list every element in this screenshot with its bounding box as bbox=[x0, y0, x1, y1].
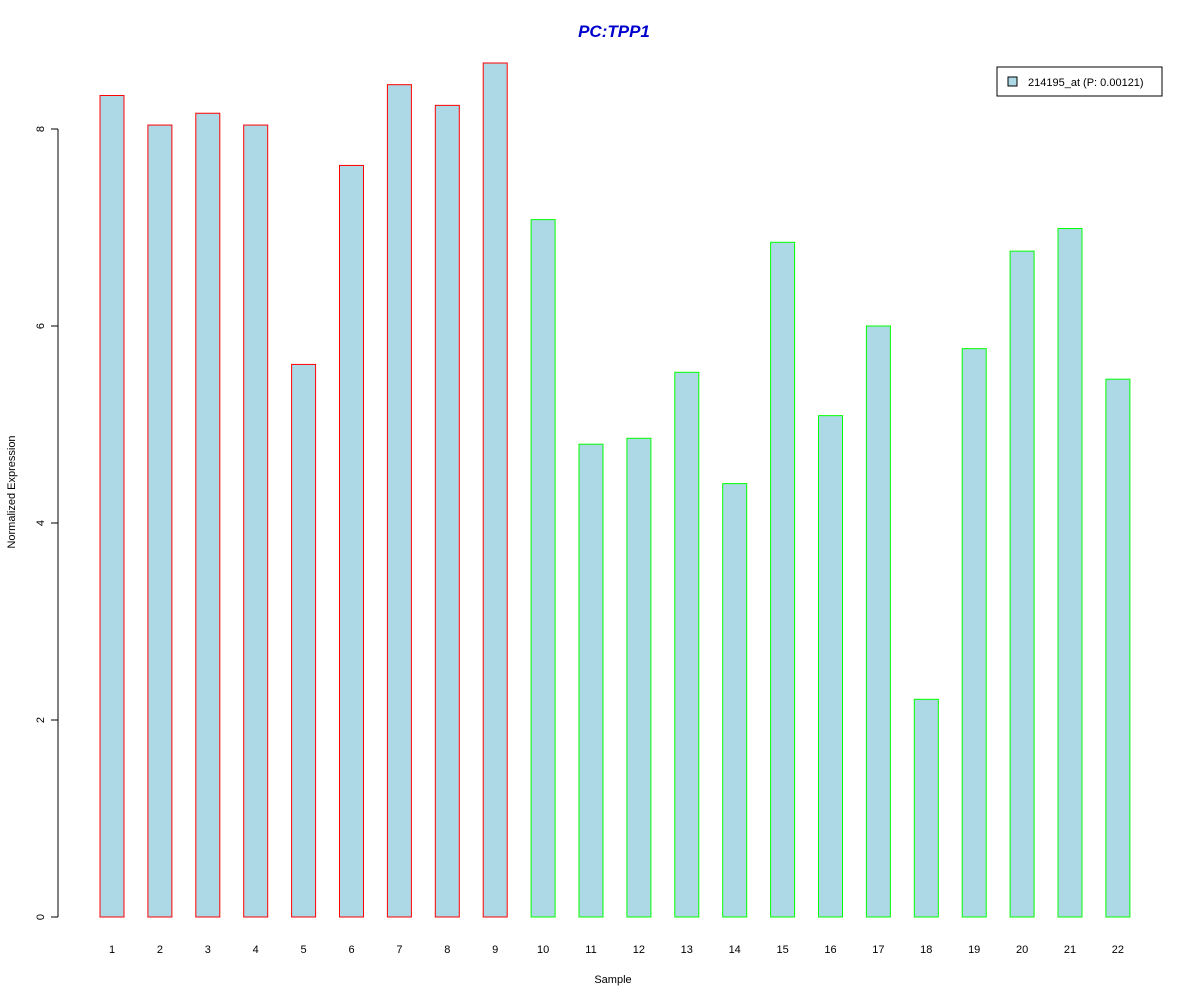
bar bbox=[1009, 250, 1035, 918]
y-axis: 0 2 4 6 8 bbox=[35, 126, 59, 920]
x-tick-label: 18 bbox=[920, 944, 932, 956]
x-tick-label: 7 bbox=[396, 944, 402, 956]
x-tick-label: 13 bbox=[681, 944, 693, 956]
x-tick-label: 14 bbox=[729, 944, 741, 956]
y-tick-label: 8 bbox=[35, 126, 47, 132]
bar bbox=[99, 95, 125, 918]
x-tick-label: 3 bbox=[205, 944, 211, 956]
bar bbox=[147, 124, 173, 918]
bar bbox=[913, 698, 939, 918]
bar bbox=[770, 241, 796, 918]
bar bbox=[386, 84, 412, 918]
x-tick-label: 8 bbox=[444, 944, 450, 956]
bar bbox=[961, 348, 987, 918]
bar bbox=[626, 437, 652, 918]
bar bbox=[818, 415, 843, 918]
bars-group bbox=[99, 62, 1131, 918]
x-tick-label: 15 bbox=[776, 944, 788, 956]
bar bbox=[1105, 378, 1131, 918]
bar bbox=[339, 164, 364, 918]
x-tick-labels: 1 2 3 4 5 6 7 8 9 10 11 12 13 14 15 16 17 18 19 20 21 22 bbox=[109, 944, 1124, 956]
bar bbox=[195, 112, 221, 918]
x-tick-label: 20 bbox=[1016, 944, 1028, 956]
x-tick-label: 9 bbox=[492, 944, 498, 956]
y-tick-label: 2 bbox=[35, 717, 47, 723]
x-tick-label: 11 bbox=[585, 944, 596, 956]
x-tick-label: 10 bbox=[537, 944, 549, 956]
legend-box bbox=[996, 66, 1163, 97]
legend: 214195_at (P: 0.00121) bbox=[996, 66, 1163, 97]
x-tick-label: 17 bbox=[872, 944, 884, 956]
x-tick-label: 4 bbox=[253, 944, 259, 956]
bar bbox=[722, 483, 748, 918]
x-tick-label: 12 bbox=[633, 944, 645, 956]
bar bbox=[865, 325, 891, 918]
bar bbox=[291, 363, 317, 918]
bar bbox=[434, 104, 460, 918]
bar bbox=[243, 124, 269, 918]
y-tick-label: 0 bbox=[35, 914, 47, 920]
x-tick-label: 5 bbox=[301, 944, 307, 956]
x-tick-label: 22 bbox=[1112, 944, 1124, 956]
x-tick-label: 19 bbox=[968, 944, 980, 956]
x-axis-label: Sample bbox=[594, 974, 631, 986]
bar bbox=[578, 443, 604, 918]
bar bbox=[530, 219, 556, 918]
y-tick-label: 4 bbox=[35, 520, 47, 526]
legend-label: 214195_at (P: 0.00121) bbox=[1028, 77, 1144, 89]
x-tick-label: 6 bbox=[348, 944, 354, 956]
x-tick-label: 16 bbox=[824, 944, 836, 956]
bar bbox=[482, 62, 508, 918]
x-tick-label: 2 bbox=[157, 944, 163, 956]
bar bbox=[674, 371, 700, 918]
y-axis-label: Normalized Expression bbox=[6, 435, 18, 548]
chart-title: PC:TPP1 bbox=[578, 22, 650, 41]
x-tick-label: 21 bbox=[1064, 944, 1076, 956]
y-tick-label: 6 bbox=[35, 323, 47, 329]
bar bbox=[1057, 227, 1083, 918]
legend-swatch bbox=[1007, 76, 1018, 87]
x-tick-label: 1 bbox=[109, 944, 115, 956]
